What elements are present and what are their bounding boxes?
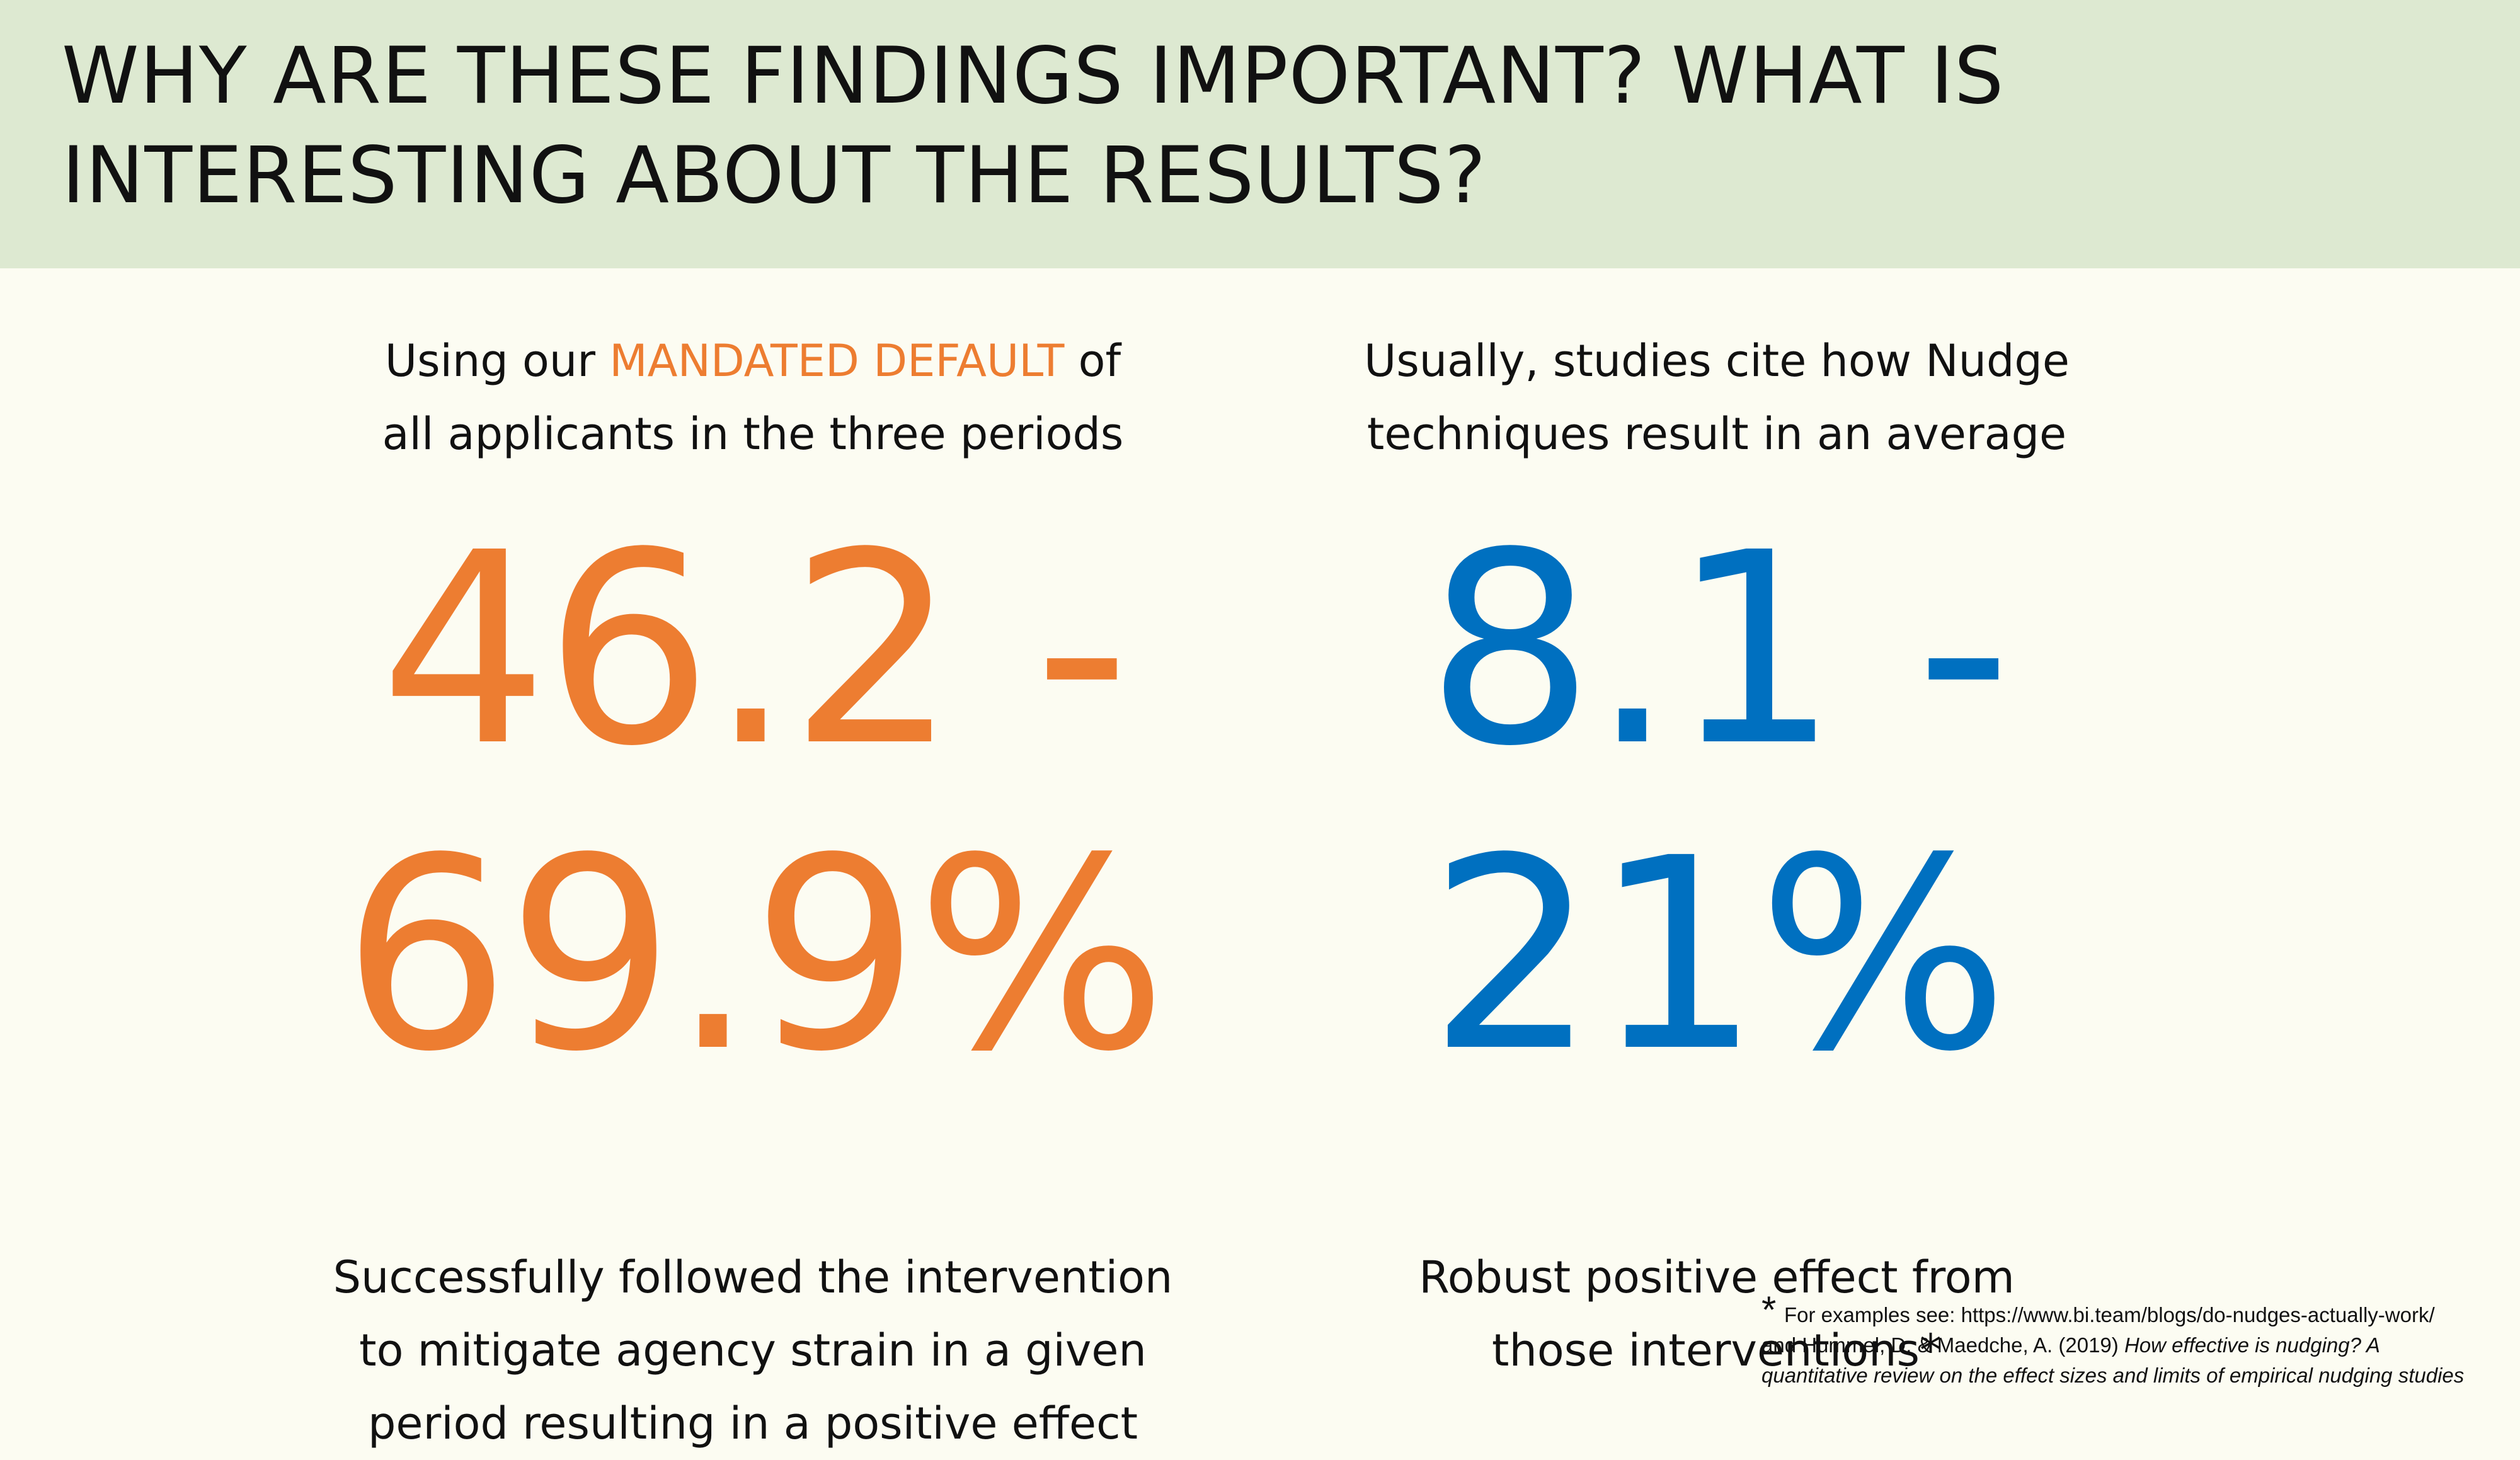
footnote-citation: and Hummel, D. & Maedche, A. (2019) [1761,1333,2124,1357]
title-line-2: INTERESTING ABOUT THE RESULTS? [62,130,1487,221]
right-intro-line-1: Usually, studies cite how Nudge [1364,335,2070,387]
left-big-stat-line-1: 46.2 - [379,496,1130,804]
right-outro: Robust positive effect from those interv… [1285,1241,2148,1387]
left-big-stat-line-2: 69.9% [341,802,1167,1110]
left-outro-line-3: period resulting in a positive effect [367,1398,1138,1449]
right-big-stat: 8.1 - 21% [1285,498,2148,1109]
left-outro-line-1: Successfully followed the intervention [333,1252,1173,1303]
mandated-default-highlight: MANDATED DEFAULT [609,335,1065,387]
left-intro-line-2: all applicants in the three periods [382,408,1124,460]
right-intro-line-2: techniques result in an average [1366,408,2067,460]
left-intro-before: Using our [384,335,610,387]
right-outro-line-1: Robust positive effect from [1419,1252,2015,1303]
footnote-line-1[interactable]: For examples see: https://www.bi.team/bl… [1784,1303,2435,1326]
footnote-title-part-1: How effective is nudging? A [2124,1333,2380,1357]
left-big-stat: 46.2 - 69.9% [258,498,1247,1109]
footnote: * For examples see: https://www.bi.team/… [1761,1291,2520,1391]
footnote-title-part-2: quantitative review on the effect sizes … [1761,1364,2465,1387]
page-title: WHY ARE THESE FINDINGS IMPORTANT? WHAT I… [62,26,2330,225]
left-intro-after: of [1064,335,1121,387]
title-line-1: WHY ARE THESE FINDINGS IMPORTANT? WHAT I… [62,31,2005,122]
right-intro: Usually, studies cite how Nudge techniqu… [1285,324,2148,471]
left-outro-line-2: to mitigate agency strain in a given [359,1325,1147,1376]
left-outro: Successfully followed the intervention t… [258,1241,1247,1460]
right-big-stat-line-1: 8.1 - [1426,496,2012,804]
left-intro: Using our MANDATED DEFAULT of all applic… [258,324,1247,471]
right-big-stat-line-2: 21% [1428,802,2009,1110]
header-banner: WHY ARE THESE FINDINGS IMPORTANT? WHAT I… [0,0,2520,268]
footnote-marker: * [1761,1289,1777,1331]
right-outro-line-2: those interventions* [1492,1325,1942,1376]
